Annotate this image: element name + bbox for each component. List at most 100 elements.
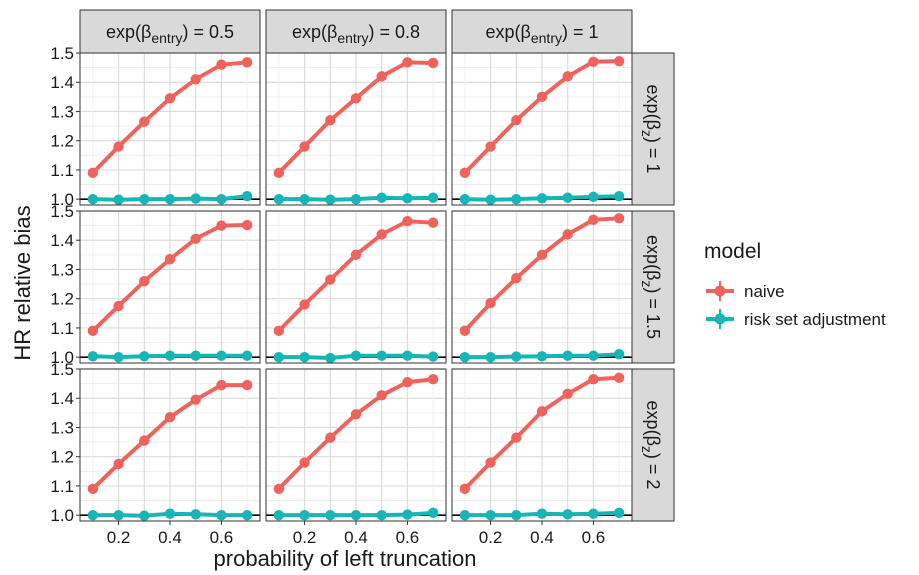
data-point-risk-set-adjustment: [485, 509, 496, 521]
data-point-naive: [613, 372, 625, 383]
row-strip: [631, 368, 675, 522]
data-point-naive: [588, 374, 599, 385]
data-point-risk-set-adjustment: [216, 350, 227, 361]
x-tick-label: 0.4: [158, 528, 182, 547]
y-tick-label: 1.4: [50, 231, 74, 250]
data-point-risk-set-adjustment: [190, 509, 201, 520]
data-point-risk-set-adjustment: [190, 350, 201, 361]
data-point-naive: [536, 91, 548, 103]
data-point-naive: [562, 229, 573, 240]
panel-gridlines: [80, 52, 632, 521]
data-point-naive: [376, 71, 387, 82]
y-tick-label: 1.2: [50, 290, 74, 309]
data-point-naive: [485, 457, 496, 468]
legend: model naive risk set adjustment: [704, 240, 886, 329]
column-strip-label: exp(βentry) = 0.5: [106, 22, 234, 46]
data-point-naive: [139, 435, 150, 446]
data-point-risk-set-adjustment: [241, 350, 253, 361]
data-point-naive: [241, 219, 253, 231]
data-point-naive: [325, 274, 336, 285]
y-tick-label: 1.4: [50, 73, 74, 92]
data-point-risk-set-adjustment: [350, 193, 362, 205]
data-point-risk-set-adjustment: [139, 351, 150, 362]
legend-point: [714, 313, 726, 325]
data-point-risk-set-adjustment: [350, 350, 362, 361]
data-point-risk-set-adjustment: [511, 351, 522, 362]
data-point-risk-set-adjustment: [588, 508, 599, 519]
y-tick-label: 1.1: [50, 477, 74, 496]
y-tick-label: 1.3: [50, 418, 74, 437]
data-point-naive: [376, 229, 387, 240]
data-point-naive: [325, 432, 336, 443]
data-point-naive: [164, 254, 176, 265]
data-point-naive: [402, 216, 413, 227]
y-tick-label: 1.3: [50, 260, 74, 279]
y-tick-label: 1.2: [50, 448, 74, 467]
data-point-risk-set-adjustment: [376, 509, 387, 521]
x-tick-label: 0.2: [107, 528, 131, 547]
legend-label: naive: [744, 282, 785, 301]
data-point-risk-set-adjustment: [459, 509, 471, 521]
row-strip-label: exp(βz) = 2: [639, 401, 663, 490]
data-point-risk-set-adjustment: [427, 507, 439, 519]
x-tick-label: 0.2: [293, 528, 317, 547]
data-point-risk-set-adjustment: [402, 350, 413, 361]
data-point-naive: [350, 409, 362, 420]
data-point-risk-set-adjustment: [376, 192, 387, 203]
row-strip-label: exp(βz) = 1: [639, 85, 663, 174]
column-strip: [265, 9, 447, 54]
data-point-naive: [427, 57, 439, 69]
data-point-naive: [588, 214, 599, 225]
data-point-risk-set-adjustment: [588, 191, 599, 203]
data-point-risk-set-adjustment: [273, 509, 285, 521]
data-point-naive: [241, 379, 253, 391]
data-point-risk-set-adjustment: [427, 192, 439, 203]
y-tick-label: 1.4: [50, 389, 74, 408]
data-point-naive: [273, 483, 285, 495]
data-point-naive: [190, 74, 201, 85]
data-point-risk-set-adjustment: [241, 191, 253, 202]
legend-point: [714, 285, 726, 297]
data-point-risk-set-adjustment: [216, 509, 227, 521]
data-point-risk-set-adjustment: [562, 350, 573, 361]
data-point-naive: [113, 458, 124, 470]
legend-item-naive: naive: [706, 281, 785, 301]
data-point-naive: [350, 93, 362, 104]
data-point-risk-set-adjustment: [113, 509, 124, 521]
data-point-risk-set-adjustment: [299, 351, 310, 363]
data-point-risk-set-adjustment: [402, 509, 413, 520]
data-point-naive: [299, 141, 310, 152]
data-point-naive: [613, 55, 625, 67]
data-point-risk-set-adjustment: [485, 194, 496, 205]
data-point-naive: [511, 273, 522, 284]
data-point-naive: [536, 406, 548, 417]
y-tick-label: 1.1: [50, 319, 74, 338]
panel-r1-c3: [451, 52, 633, 206]
data-point-risk-set-adjustment: [427, 351, 439, 362]
data-point-naive: [273, 325, 285, 337]
data-point-risk-set-adjustment: [216, 193, 227, 205]
data-point-naive: [427, 217, 439, 228]
data-point-naive: [113, 300, 124, 312]
row-strip: [631, 210, 675, 364]
column-strip-label: exp(βentry) = 0.8: [292, 22, 420, 46]
data-point-naive: [87, 325, 99, 337]
y-tick-label: 1.0: [50, 190, 74, 209]
data-point-risk-set-adjustment: [87, 509, 99, 521]
data-point-risk-set-adjustment: [562, 192, 573, 203]
data-point-naive: [164, 412, 176, 423]
data-point-naive: [299, 457, 310, 468]
data-point-risk-set-adjustment: [299, 193, 310, 205]
data-point-naive: [459, 325, 471, 337]
data-point-naive: [402, 57, 413, 68]
data-point-naive: [402, 376, 413, 388]
data-point-naive: [350, 249, 362, 261]
data-point-naive: [139, 116, 150, 127]
data-point-risk-set-adjustment: [350, 509, 362, 521]
data-point-naive: [511, 115, 522, 126]
data-point-naive: [216, 220, 227, 231]
y-tick-label: 1.0: [50, 348, 74, 367]
data-point-risk-set-adjustment: [273, 351, 285, 363]
data-point-naive: [139, 275, 150, 287]
legend-item-risk-set-adjustment: risk set adjustment: [706, 309, 886, 329]
